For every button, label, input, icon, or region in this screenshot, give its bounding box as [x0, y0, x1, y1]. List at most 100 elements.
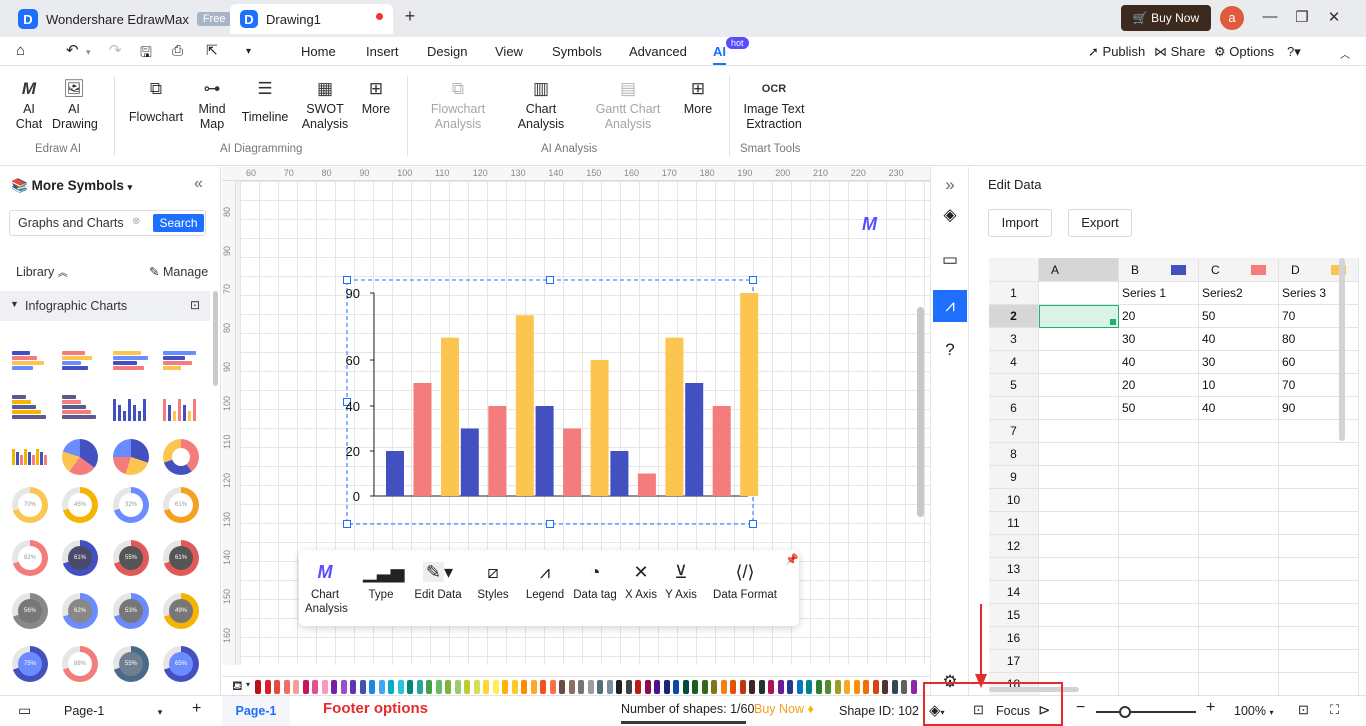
color-swatch[interactable]: [274, 680, 280, 694]
donut-thumbnail[interactable]: 53%: [113, 593, 149, 629]
grid-cell[interactable]: [1199, 673, 1279, 695]
help-icon[interactable]: ?▾: [1287, 44, 1301, 59]
zoom-in-icon[interactable]: +: [1206, 699, 1216, 716]
grid-corner[interactable]: [989, 258, 1039, 282]
menu-advanced[interactable]: Advanced: [629, 44, 687, 59]
color-swatch[interactable]: [331, 680, 337, 694]
color-swatch[interactable]: [293, 680, 299, 694]
grid-cell[interactable]: [1039, 420, 1119, 443]
donut-thumbnail[interactable]: 62%: [62, 593, 98, 629]
grid-cell[interactable]: [1039, 512, 1119, 535]
row-header[interactable]: 10: [989, 489, 1039, 512]
color-swatch[interactable]: [787, 680, 793, 694]
grid-cell[interactable]: 20: [1119, 374, 1199, 397]
color-swatch[interactable]: [435, 680, 442, 694]
pin-icon[interactable]: 📌: [785, 554, 799, 566]
edit-data-tool[interactable]: ✎ ▾ Edit Data: [413, 558, 463, 602]
color-swatch[interactable]: [568, 680, 575, 694]
swot-analysis-button[interactable]: ▦ SWOT Analysis: [299, 78, 351, 132]
zoom-out-icon[interactable]: −: [1076, 699, 1086, 716]
color-swatch[interactable]: [597, 680, 603, 694]
symbol-thumbnail[interactable]: [62, 351, 85, 355]
color-swatch[interactable]: [350, 680, 356, 694]
fill-style-icon[interactable]: ◈: [943, 205, 957, 224]
fill-bucket-icon[interactable]: ⛾: [232, 678, 243, 693]
close-icon[interactable]: ✕: [1327, 9, 1341, 26]
grid-cell[interactable]: [1039, 443, 1119, 466]
symbol-thumbnail[interactable]: [12, 449, 15, 465]
color-swatch[interactable]: [730, 680, 736, 694]
page-selector[interactable]: Page-1 ▾: [64, 704, 162, 718]
grid-cell[interactable]: [1119, 420, 1199, 443]
symbol-thumbnail[interactable]: [62, 356, 92, 360]
grid-cell[interactable]: [1039, 397, 1119, 420]
color-swatch[interactable]: [255, 680, 261, 694]
grid-cell[interactable]: [1039, 282, 1119, 305]
grid-cell[interactable]: [1279, 627, 1359, 650]
donut-thumbnail[interactable]: 32%: [113, 487, 149, 523]
chart-data-icon[interactable]: ⩘: [933, 290, 967, 322]
grid-cell[interactable]: [1199, 466, 1279, 489]
symbol-thumbnail[interactable]: [118, 405, 121, 421]
flowchart-analysis-button[interactable]: ⧉ Flowchart Analysis: [425, 78, 491, 132]
manage-button[interactable]: ✎ Manage: [149, 264, 208, 279]
symbol-thumbnail[interactable]: [113, 361, 137, 365]
grid-scrollbar[interactable]: [1339, 258, 1345, 441]
grid-cell[interactable]: 10: [1199, 374, 1279, 397]
symbol-thumbnail[interactable]: [173, 411, 176, 421]
grid-cell[interactable]: [1119, 673, 1199, 695]
series-color-swatch[interactable]: [1171, 265, 1186, 275]
color-swatch[interactable]: [739, 680, 746, 694]
color-swatch[interactable]: [587, 680, 594, 694]
color-swatch[interactable]: [521, 680, 527, 694]
color-swatch[interactable]: [511, 680, 518, 694]
symbol-thumbnail[interactable]: [12, 351, 30, 355]
styles-tool[interactable]: ⧄ Styles: [475, 558, 511, 602]
grid-cell[interactable]: [1199, 627, 1279, 650]
color-swatch[interactable]: [625, 680, 632, 694]
donut-thumbnail[interactable]: 61%: [62, 540, 98, 576]
color-swatch[interactable]: [426, 680, 432, 694]
grid-cell[interactable]: [1119, 558, 1199, 581]
legend-tool[interactable]: ⩘ Legend: [525, 558, 565, 602]
row-header[interactable]: 3: [989, 328, 1039, 351]
color-swatch[interactable]: [882, 680, 888, 694]
import-button[interactable]: Import: [988, 209, 1052, 237]
color-swatch[interactable]: [844, 680, 850, 694]
color-swatch[interactable]: [863, 680, 869, 694]
color-swatch[interactable]: [834, 680, 841, 694]
expand-panel-icon[interactable]: »: [945, 175, 955, 194]
publish-button[interactable]: ➚ Publish: [1088, 44, 1145, 60]
grid-cell[interactable]: [1279, 581, 1359, 604]
donut-thumbnail[interactable]: 82%: [12, 540, 48, 576]
symbol-thumbnail[interactable]: [168, 405, 171, 421]
grid-cell[interactable]: 80: [1279, 328, 1359, 351]
fill-handle[interactable]: [1110, 319, 1116, 325]
grid-cell[interactable]: [1039, 581, 1119, 604]
symbol-thumbnail[interactable]: [62, 410, 91, 414]
grid-cell[interactable]: 40: [1199, 397, 1279, 420]
symbol-thumbnail[interactable]: [163, 399, 166, 421]
symbol-thumbnail[interactable]: [188, 411, 191, 421]
grid-cell[interactable]: [1119, 627, 1199, 650]
color-swatch[interactable]: [264, 680, 271, 694]
grid-cell[interactable]: [1119, 650, 1199, 673]
symbol-thumbnail[interactable]: [113, 366, 144, 370]
grid-cell[interactable]: 90: [1279, 397, 1359, 420]
clear-icon[interactable]: ⊗: [132, 216, 141, 227]
data-tag-tool[interactable]: ◔ Data tag: [571, 558, 619, 602]
ai-drawing-button[interactable]: 🖼 AI Drawing: [52, 78, 98, 132]
focus-button[interactable]: Focus: [996, 704, 1031, 718]
category-info-icon[interactable]: ⊡: [190, 298, 201, 312]
color-swatch[interactable]: [673, 680, 679, 694]
donut-thumbnail[interactable]: 75%: [12, 646, 48, 682]
footer-buy-now-link[interactable]: Buy Now ♦: [754, 702, 814, 716]
color-swatch[interactable]: [711, 680, 717, 694]
donut-thumbnail[interactable]: 65%: [163, 646, 199, 682]
layers-icon[interactable]: ◈▾: [929, 702, 945, 719]
avatar[interactable]: a: [1220, 6, 1244, 30]
pie-thumbnail[interactable]: [62, 439, 98, 475]
symbol-thumbnail[interactable]: [12, 366, 33, 370]
color-swatch[interactable]: [578, 680, 584, 694]
menu-view[interactable]: View: [495, 44, 523, 59]
